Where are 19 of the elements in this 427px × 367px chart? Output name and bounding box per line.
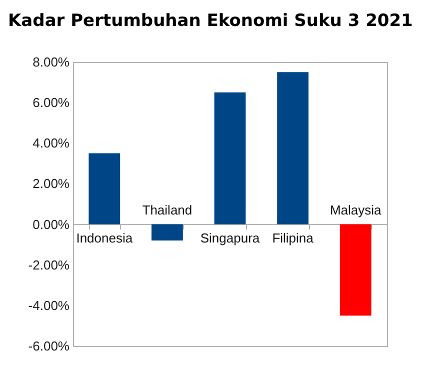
x-tick-label: Thailand: [142, 202, 192, 218]
bar: [152, 224, 183, 241]
x-tick-label: Indonesia: [76, 230, 134, 246]
y-tick-label: 6.00%: [32, 95, 70, 110]
x-tick-label: Singapura: [200, 230, 260, 246]
bar: [88, 153, 120, 224]
x-tick-label: Malaysia: [330, 202, 382, 218]
bar: [277, 72, 308, 224]
bar: [340, 224, 372, 316]
bar: [214, 92, 246, 224]
y-tick-label: -2.00%: [28, 257, 70, 272]
y-tick-label: 8.00%: [32, 54, 70, 70]
y-tick-label: 2.00%: [32, 176, 70, 192]
y-tick-label: 4.00%: [32, 136, 70, 151]
y-tick-label: -6.00%: [28, 338, 70, 354]
chart-title: Kadar Pertumbuhan Ekonomi Suku 3 2021: [8, 11, 413, 31]
y-tick-label: 0.00%: [32, 216, 70, 232]
y-tick-label: -4.00%: [28, 298, 70, 313]
x-tick-label: Filipina: [272, 230, 314, 246]
